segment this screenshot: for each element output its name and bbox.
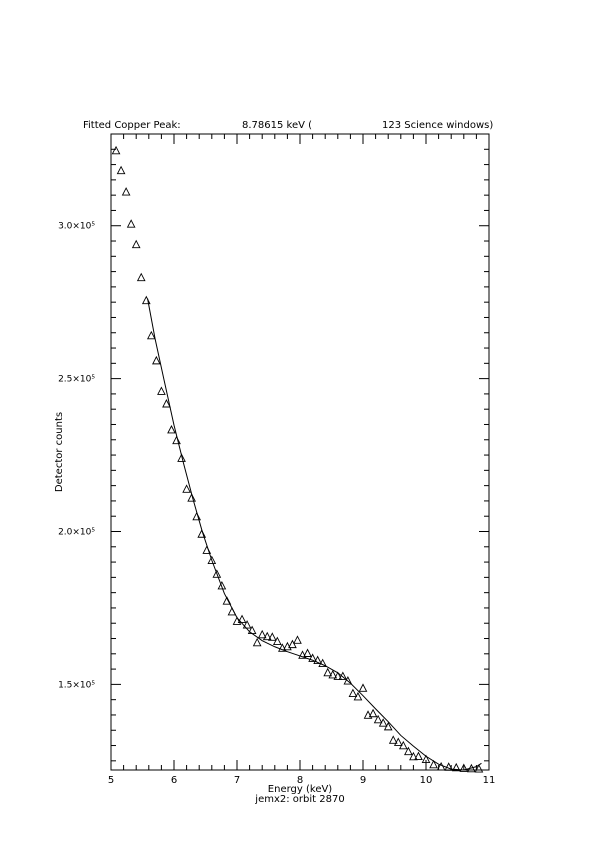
data-point (262, 631, 272, 641)
title-prefix: Fitted Copper Peak: (83, 120, 181, 131)
data-point (152, 355, 161, 365)
data-point (197, 529, 207, 538)
x-tick-label: 9 (360, 775, 366, 786)
data-point (146, 330, 156, 340)
data-point (288, 639, 297, 649)
title-energy: 8.78615 keV ( (242, 120, 313, 131)
x-tick-label: 11 (483, 775, 496, 786)
data-point (207, 555, 217, 564)
data-point (363, 710, 373, 719)
data-point (141, 295, 151, 305)
data-point (409, 751, 418, 761)
data-point (313, 655, 322, 664)
data-point (237, 614, 247, 624)
data-point (348, 688, 358, 698)
data-point (451, 762, 461, 772)
data-point (192, 511, 202, 521)
title-windows: 123 Science windows) (382, 120, 494, 131)
x-tick-label: 8 (297, 775, 303, 786)
data-point (202, 545, 212, 554)
data-point (308, 653, 317, 662)
x-tick-label: 6 (171, 775, 177, 786)
data-point (121, 187, 131, 196)
data-point (242, 620, 252, 629)
data-point (338, 671, 348, 680)
data-point (162, 399, 171, 408)
data-point (404, 746, 413, 756)
data-point (373, 714, 383, 724)
data-point (116, 165, 126, 175)
data-point (177, 453, 186, 462)
data-point (182, 484, 191, 493)
data-point (353, 691, 363, 701)
y-axis-label: Detector counts (54, 411, 65, 493)
data-point (217, 580, 227, 590)
data-point (414, 751, 423, 760)
data-point (388, 735, 398, 744)
data-point (383, 721, 393, 731)
data-point (252, 637, 262, 647)
data-point (398, 740, 408, 750)
data-point (131, 239, 141, 249)
data-point (459, 763, 469, 772)
data-point (328, 669, 338, 679)
y-tick-label: 2.0×10⁵ (58, 528, 95, 538)
chart-subtitle: jemx2: orbit 2870 (255, 794, 345, 805)
y-tick-label: 1.5×10⁵ (58, 680, 95, 690)
x-axis-label: Energy (keV) (267, 784, 333, 795)
data-point (247, 625, 257, 635)
data-point (126, 219, 136, 228)
y-tick-label: 3.0×10⁵ (58, 222, 95, 232)
x-tick-label: 7 (234, 775, 240, 786)
data-point (272, 636, 282, 646)
data-point (303, 648, 312, 657)
data-point (444, 762, 454, 771)
data-point (358, 683, 368, 692)
data-point (323, 667, 333, 677)
data-point (467, 763, 476, 773)
data-point (136, 272, 146, 282)
data-point (343, 676, 353, 685)
data-point (157, 386, 166, 395)
data-point (187, 493, 196, 502)
data-point (429, 759, 438, 769)
data-point (278, 643, 287, 652)
data-point (436, 761, 446, 771)
data-point (212, 569, 222, 578)
data-point (267, 632, 277, 641)
data-point (172, 435, 181, 445)
data-point (111, 145, 121, 155)
data-point (393, 737, 403, 746)
x-tick-label: 10 (420, 775, 433, 786)
data-point (474, 764, 484, 773)
data-point (421, 754, 431, 764)
data-point (318, 658, 328, 668)
data-point (293, 635, 302, 644)
data-point (257, 629, 267, 639)
data-point (378, 718, 388, 727)
data-point (333, 671, 343, 680)
data-point (222, 596, 232, 605)
plot-frame (110, 133, 490, 771)
x-tick-label: 5 (108, 775, 114, 786)
data-point (167, 425, 176, 434)
data-point (368, 708, 378, 718)
fit-curve (147, 298, 482, 771)
data-point (227, 606, 237, 616)
y-tick-label: 2.5×10⁵ (58, 375, 95, 385)
